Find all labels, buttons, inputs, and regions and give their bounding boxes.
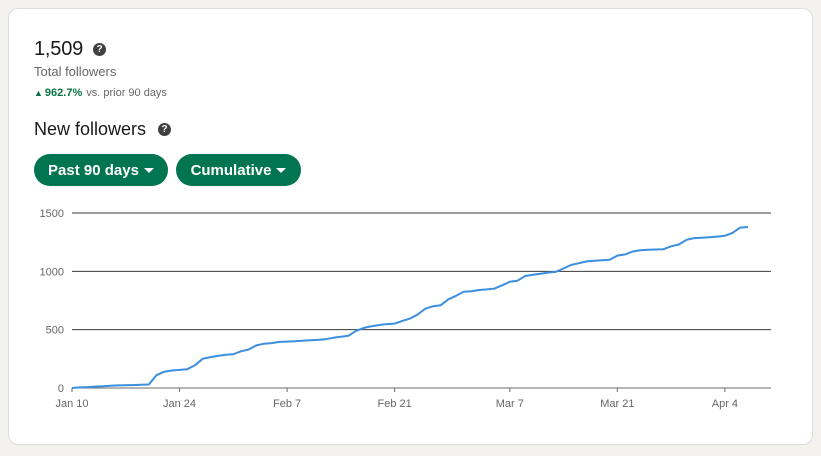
y-tick-label: 1000 [40,266,64,278]
x-tick-label: Feb 21 [377,398,411,410]
delta-percent: 962.7% [44,87,83,99]
x-tick-label: Apr 4 [712,398,738,410]
metric-mode-dropdown-button[interactable]: Cumulative [176,154,301,186]
x-tick-label: Mar 7 [496,398,524,410]
triangle-up-icon: ▲ [34,88,43,98]
x-tick-label: Jan 24 [163,398,196,410]
followers-delta: ▲ 962.7% vs. prior 90 days [34,87,167,99]
new-followers-chart: 0 500 1000 1500 Jan 10 Jan 24 Feb 7 Feb 21 Mar 7… [40,208,771,410]
delta-comparison-text: vs. prior 90 days [86,87,167,99]
x-tick-label: Mar 21 [600,398,634,410]
time-range-dropdown-button[interactable]: Past 90 days [34,154,168,186]
total-followers-label: Total followers [34,64,117,79]
new-followers-header: New followers ? [34,119,172,140]
x-tick-label: Feb 7 [273,398,301,410]
y-tick-label: 0 [58,383,64,395]
y-tick-label: 500 [46,325,64,337]
question-circle-icon[interactable]: ? [93,43,107,56]
section-title: New followers [34,119,147,139]
x-tick-label: Jan 10 [55,398,88,410]
series-line [71,226,749,389]
time-range-label: Past 90 days [48,161,139,179]
caret-down-icon [143,168,154,173]
caret-down-icon [276,168,287,173]
total-followers-value: 1,509 [34,38,84,60]
metric-mode-label: Cumulative [190,161,272,179]
followers-card: 1,509 ? Total followers ▲ 962.7% vs. pri… [8,8,813,445]
total-followers-row: 1,509 ? [34,38,107,61]
question-circle-icon[interactable]: ? [158,123,172,136]
y-tick-label: 1500 [40,208,64,220]
